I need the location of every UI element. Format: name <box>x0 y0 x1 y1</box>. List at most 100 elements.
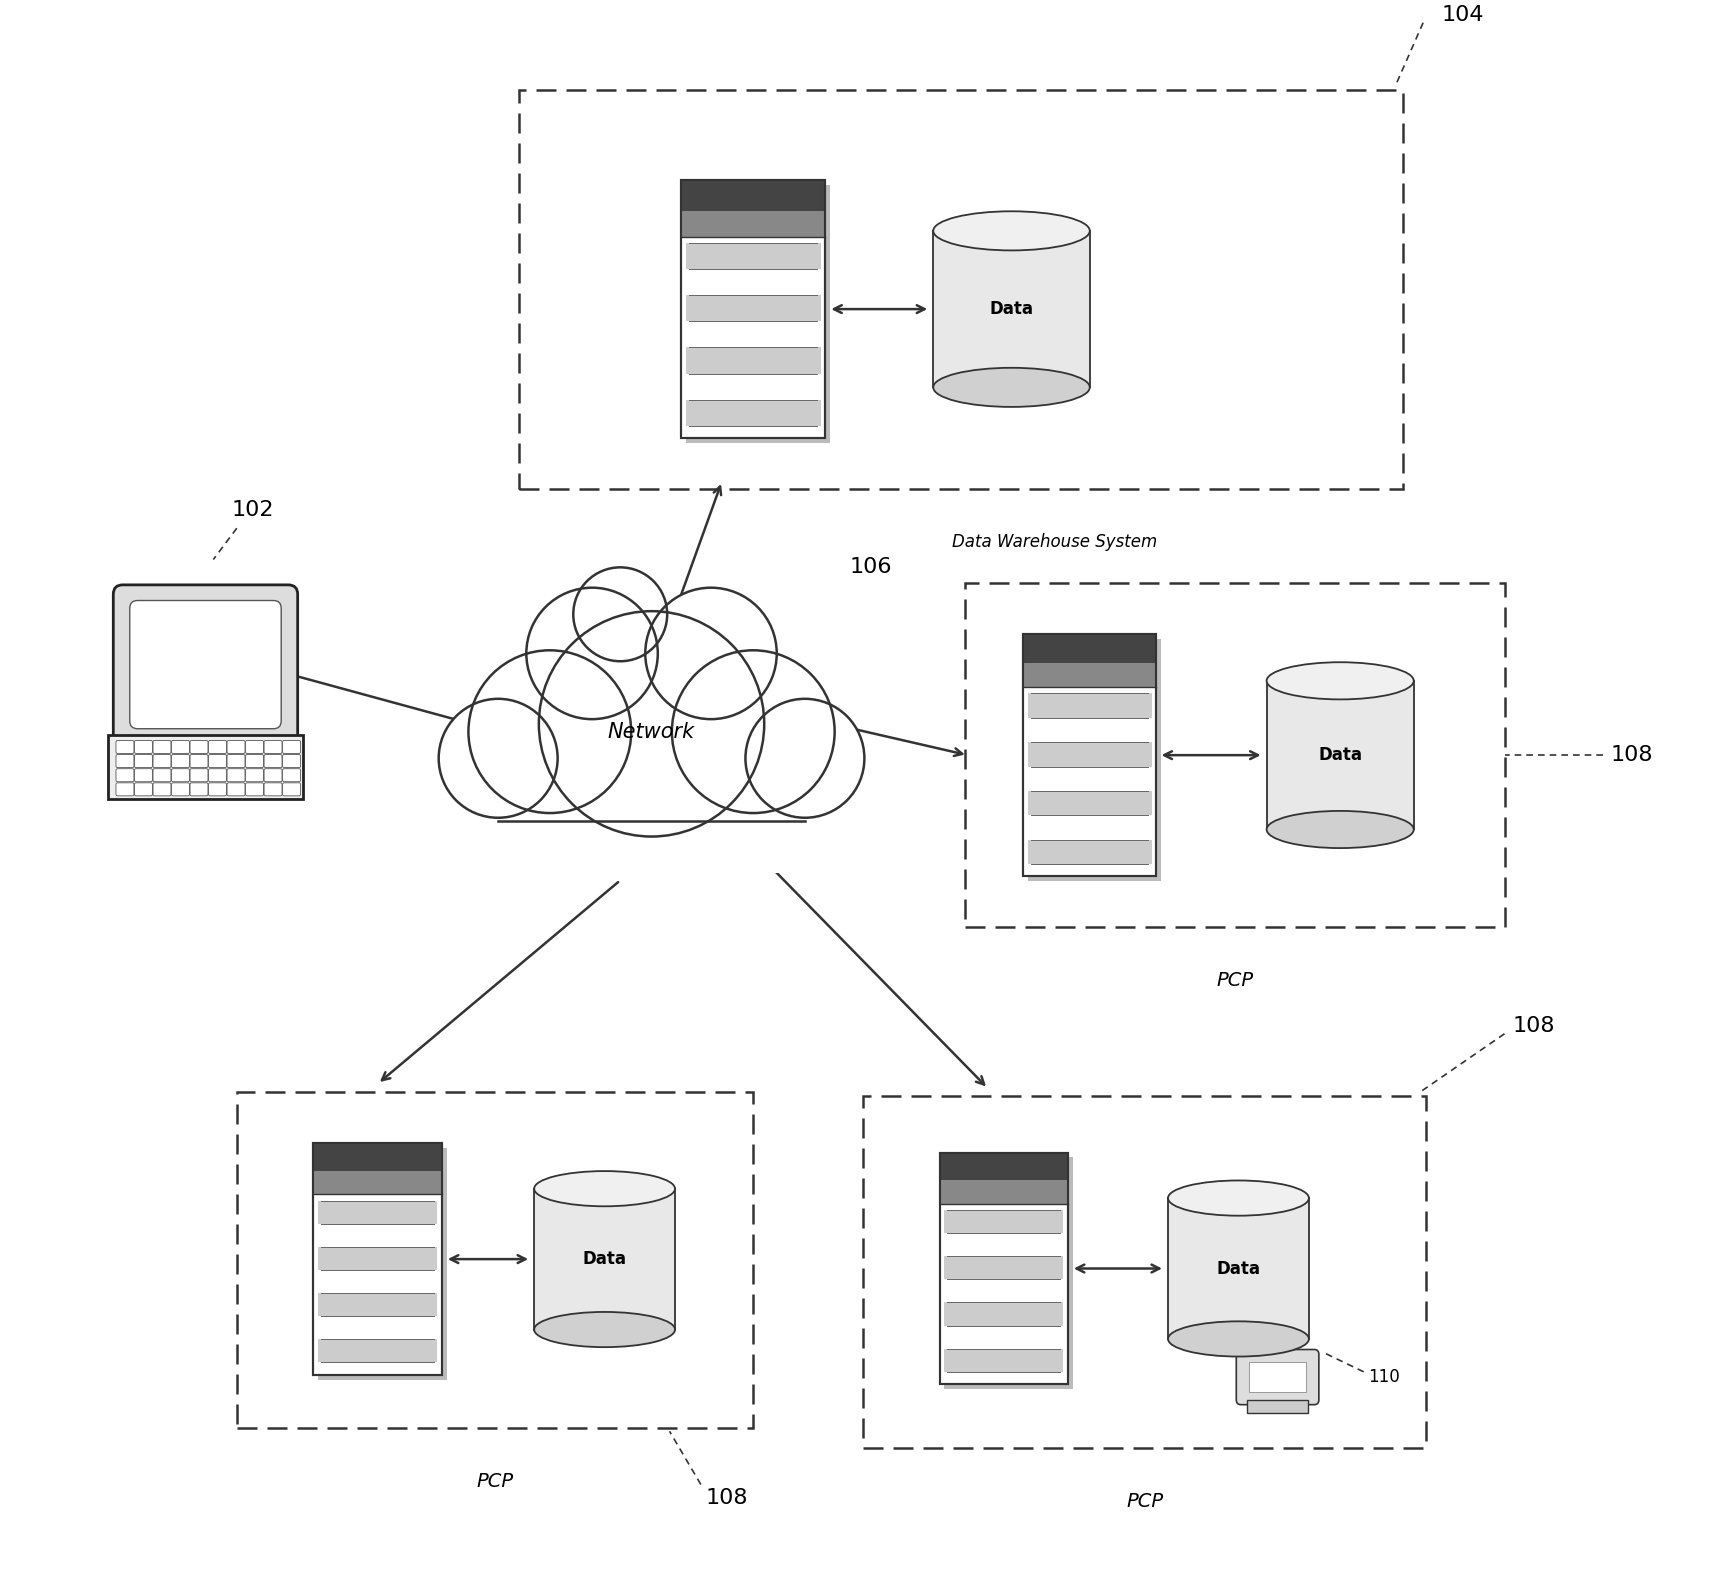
Text: PCP: PCP <box>477 1472 513 1491</box>
Bar <box>944 1257 1064 1279</box>
Bar <box>686 185 829 443</box>
FancyBboxPatch shape <box>135 740 152 754</box>
Bar <box>1028 790 1151 816</box>
Bar <box>313 1143 441 1172</box>
FancyBboxPatch shape <box>130 601 280 729</box>
FancyBboxPatch shape <box>152 783 171 795</box>
FancyBboxPatch shape <box>190 783 209 795</box>
Circle shape <box>573 568 667 661</box>
Bar <box>1028 840 1151 863</box>
FancyBboxPatch shape <box>171 754 190 768</box>
FancyBboxPatch shape <box>227 754 245 768</box>
Bar <box>964 583 1505 928</box>
Text: Data: Data <box>1216 1260 1260 1277</box>
Circle shape <box>469 650 631 813</box>
Bar <box>1023 634 1156 876</box>
Bar <box>1248 1401 1308 1413</box>
Ellipse shape <box>534 1172 675 1206</box>
FancyBboxPatch shape <box>263 754 282 768</box>
Bar <box>681 180 826 438</box>
Text: 108: 108 <box>1512 1017 1554 1036</box>
FancyBboxPatch shape <box>246 768 263 781</box>
Text: 102: 102 <box>231 501 274 520</box>
Bar <box>1023 634 1156 876</box>
FancyBboxPatch shape <box>116 768 133 781</box>
Bar <box>944 1303 1064 1325</box>
Bar <box>944 1209 1064 1233</box>
Bar <box>864 1096 1426 1448</box>
Bar <box>1168 1198 1308 1339</box>
FancyBboxPatch shape <box>263 740 282 754</box>
Bar <box>1028 694 1151 718</box>
FancyBboxPatch shape <box>171 740 190 754</box>
Bar <box>939 1181 1067 1203</box>
FancyBboxPatch shape <box>190 768 209 781</box>
FancyBboxPatch shape <box>227 768 245 781</box>
Text: 108: 108 <box>706 1488 747 1508</box>
FancyBboxPatch shape <box>227 740 245 754</box>
FancyBboxPatch shape <box>282 754 301 768</box>
FancyBboxPatch shape <box>246 754 263 768</box>
FancyBboxPatch shape <box>263 768 282 781</box>
Text: PCP: PCP <box>1125 1492 1163 1511</box>
Text: Network: Network <box>609 721 696 741</box>
FancyBboxPatch shape <box>209 754 226 768</box>
FancyBboxPatch shape <box>116 783 133 795</box>
FancyBboxPatch shape <box>152 740 171 754</box>
FancyBboxPatch shape <box>171 783 190 795</box>
Bar <box>313 1143 441 1375</box>
Bar <box>1023 634 1156 662</box>
FancyBboxPatch shape <box>209 768 226 781</box>
FancyBboxPatch shape <box>171 768 190 781</box>
FancyBboxPatch shape <box>135 754 152 768</box>
Text: 108: 108 <box>1611 745 1654 765</box>
FancyBboxPatch shape <box>282 740 301 754</box>
FancyBboxPatch shape <box>152 754 171 768</box>
Bar <box>944 1349 1064 1372</box>
FancyBboxPatch shape <box>209 783 226 795</box>
Text: PCP: PCP <box>1216 971 1253 990</box>
Bar <box>686 296 821 321</box>
Ellipse shape <box>1168 1181 1308 1216</box>
FancyBboxPatch shape <box>135 783 152 795</box>
Circle shape <box>672 650 834 813</box>
FancyBboxPatch shape <box>209 740 226 754</box>
Bar <box>1248 1361 1306 1393</box>
Bar <box>939 1153 1067 1181</box>
Ellipse shape <box>934 212 1089 250</box>
Text: 106: 106 <box>850 558 893 577</box>
Ellipse shape <box>534 1312 675 1347</box>
Ellipse shape <box>934 368 1089 406</box>
Bar <box>318 1339 438 1363</box>
Text: Data Warehouse System: Data Warehouse System <box>952 533 1158 550</box>
Text: Data: Data <box>583 1251 626 1268</box>
Bar <box>534 1189 675 1330</box>
FancyBboxPatch shape <box>152 768 171 781</box>
Bar <box>313 1172 441 1194</box>
Bar <box>939 1153 1067 1385</box>
Circle shape <box>527 588 658 719</box>
Bar <box>686 243 821 269</box>
Bar <box>518 90 1402 489</box>
FancyBboxPatch shape <box>190 754 209 768</box>
Bar <box>318 1293 438 1315</box>
FancyBboxPatch shape <box>227 783 245 795</box>
Bar <box>681 180 826 210</box>
Bar <box>108 735 303 798</box>
Text: 104: 104 <box>1442 5 1484 25</box>
Bar <box>681 180 826 438</box>
Bar <box>472 772 831 873</box>
Bar <box>318 1247 438 1270</box>
Text: Data: Data <box>1318 746 1363 764</box>
FancyBboxPatch shape <box>190 740 209 754</box>
FancyBboxPatch shape <box>246 783 263 795</box>
Bar <box>939 1153 1067 1385</box>
FancyBboxPatch shape <box>282 783 301 795</box>
Text: Data: Data <box>990 300 1033 318</box>
Circle shape <box>746 699 864 817</box>
FancyBboxPatch shape <box>263 783 282 795</box>
Bar <box>1023 662 1156 688</box>
Bar <box>1267 681 1414 830</box>
Bar <box>236 1091 754 1428</box>
Ellipse shape <box>1168 1322 1308 1356</box>
